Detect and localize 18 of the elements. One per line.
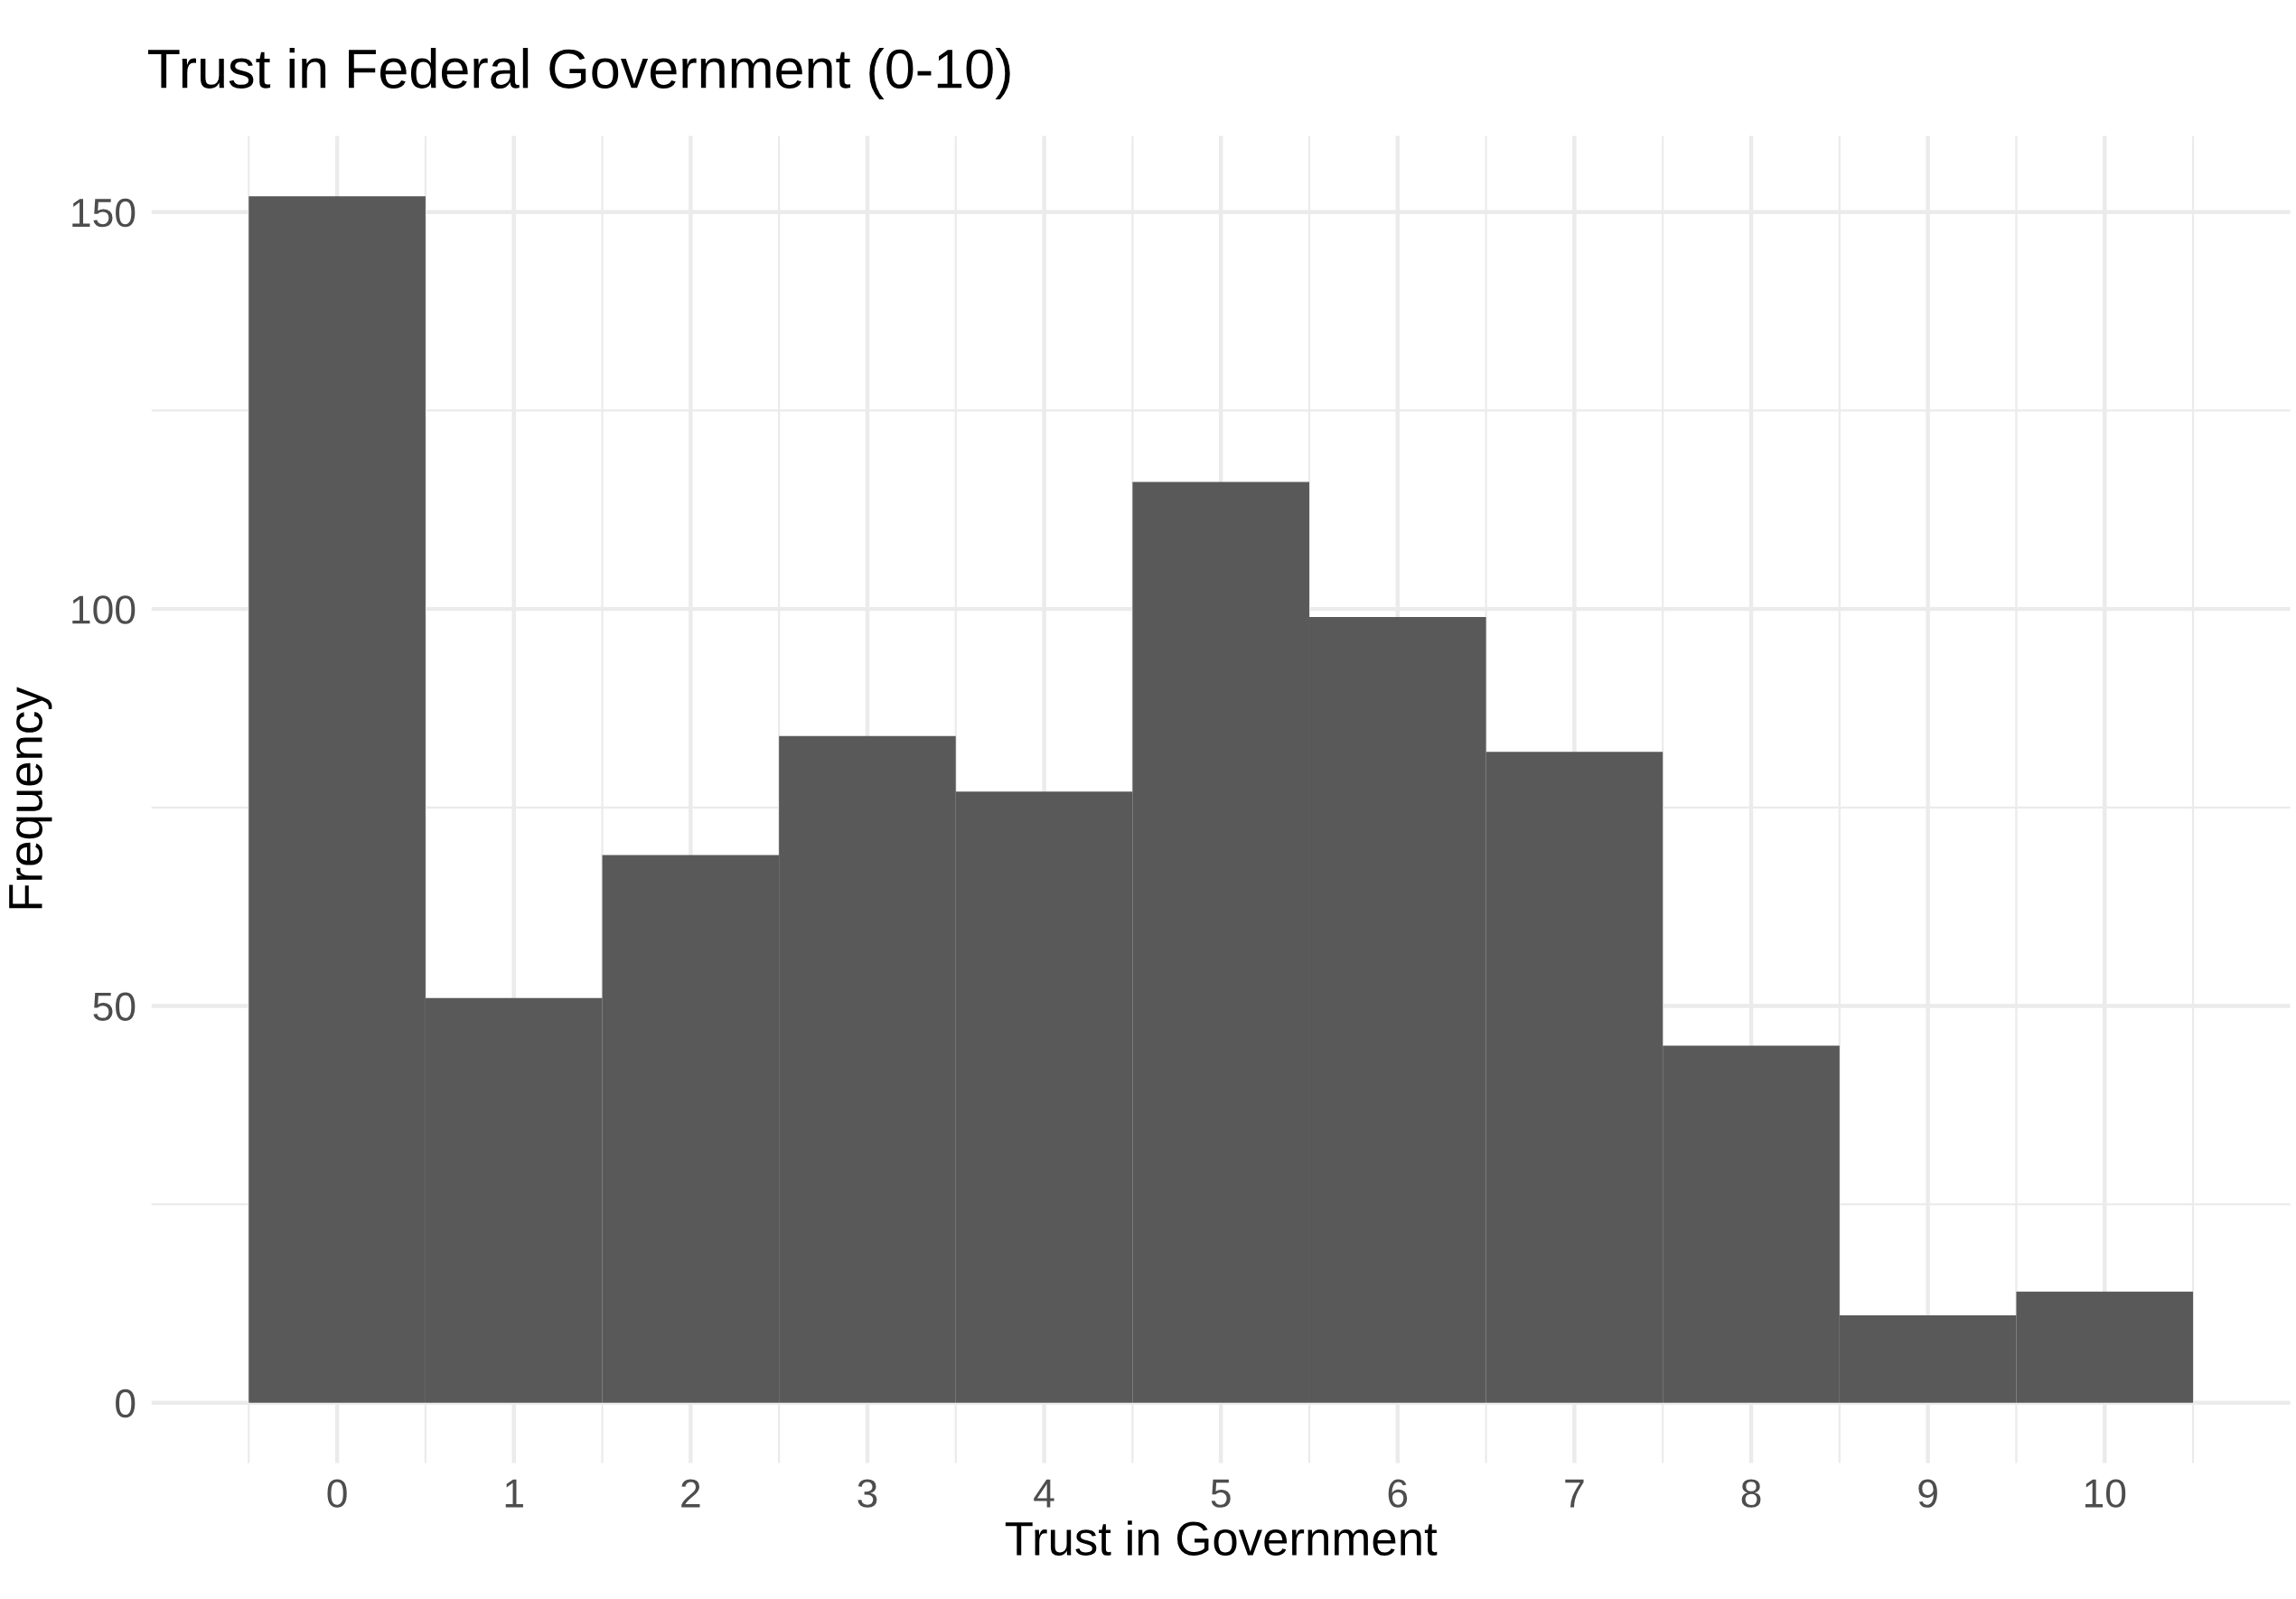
y-tick-label: 150 <box>72 198 136 228</box>
chart-title: Trust in Federal Government (0-10) <box>148 48 1010 99</box>
x-axis-title: Trust in Government <box>1005 1520 1438 1556</box>
x-tick-label: 6 <box>1388 1479 1408 1508</box>
x-tick-label: 4 <box>1034 1479 1054 1508</box>
x-tick-label: 2 <box>681 1479 700 1508</box>
x-tick-label: 10 <box>2085 1479 2126 1508</box>
x-tick-label: 1 <box>505 1479 523 1508</box>
y-tick-label: 50 <box>93 992 136 1021</box>
y-axis-title: Frequency <box>9 687 52 909</box>
y-tick-label: 0 <box>116 1389 136 1418</box>
x-tick-label: 8 <box>1741 1479 1761 1508</box>
x-tick-label: 0 <box>327 1479 347 1508</box>
x-tick-label: 9 <box>1918 1479 1937 1508</box>
x-tick-label: 3 <box>857 1479 877 1508</box>
y-tick-label: 100 <box>72 595 136 624</box>
x-tick-label: 5 <box>1211 1479 1231 1508</box>
x-tick-label: 7 <box>1565 1479 1584 1508</box>
